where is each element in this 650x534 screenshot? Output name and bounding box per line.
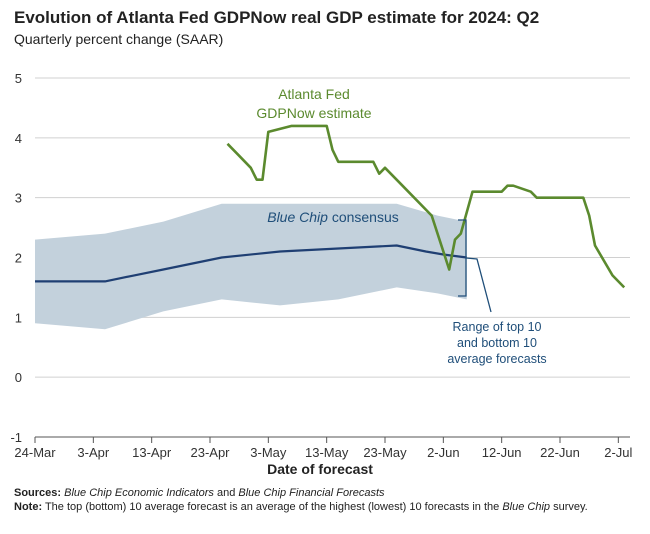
note-text-1: The top (bottom) 10 average forecast is …: [42, 501, 503, 513]
x-tick-label: 13-Apr: [132, 445, 172, 460]
chart-subtitle: Quarterly percent change (SAAR): [14, 31, 224, 47]
y-tick-label: 5: [15, 71, 22, 86]
sources-publication-2: Blue Chip Financial Forecasts: [238, 487, 385, 499]
x-axis-label: Date of forecast: [267, 461, 373, 477]
sources-and: and: [213, 487, 239, 499]
x-tick-label: 24-Mar: [14, 445, 56, 460]
range-band-layer: [35, 203, 467, 330]
x-tick-label: 12-Jun: [482, 445, 522, 460]
note-line: Note: The top (bottom) 10 average foreca…: [14, 500, 634, 514]
sources-publication-1: Blue Chip Economic Indicators: [64, 487, 214, 499]
y-tick-label: 0: [15, 370, 22, 385]
range-annotation-line1: Range of top 10: [453, 320, 542, 334]
axes: [34, 436, 630, 443]
range-annotation-line3: average forecasts: [447, 352, 546, 366]
sources-line: Sources: Blue Chip Economic Indicators a…: [14, 486, 634, 500]
bluechip-annotation: Blue Chip consensus: [267, 209, 399, 225]
tick-labels: 5 4 3 2 1 0 -124-Mar 3-Apr 13-Apr 23-Apr 3-May 13-M…: [10, 71, 632, 460]
gdp-estimate-chart: 5 4 3 2 1 0 -124-Mar 3-Apr 13-Apr 23-Apr 3-May 13-M…: [10, 71, 632, 477]
x-tick-label: 23-Apr: [190, 445, 230, 460]
x-tick-label: 23-May: [363, 445, 407, 460]
note-text-3: survey.: [550, 501, 588, 513]
x-tick-label: 2-Jul: [604, 445, 632, 460]
bluechip-annotation-rest: consensus: [328, 209, 399, 225]
x-tick-label: 13-May: [305, 445, 349, 460]
y-tick-label: -1: [10, 430, 22, 445]
y-tick-label: 1: [15, 310, 22, 325]
x-tick-label: 3-May: [250, 445, 287, 460]
series-lines: [35, 124, 626, 289]
range-leader-line: [465, 257, 492, 313]
range-annotation-line2: and bottom 10: [457, 336, 537, 350]
gdpnow-annotation-line1: Atlanta Fed: [278, 86, 350, 102]
gdpnow-line: [226, 124, 626, 289]
bluechip-annotation-italic: Blue Chip: [267, 209, 328, 225]
sources-label: Sources:: [14, 487, 62, 499]
chart-title: Evolution of Atlanta Fed GDPNow real GDP…: [14, 8, 540, 27]
y-tick-label: 3: [15, 191, 22, 206]
note-label: Note:: [14, 501, 43, 513]
y-tick-label: 2: [15, 251, 22, 266]
note-text-italic: Blue Chip: [502, 501, 551, 513]
x-tick-label: 3-Apr: [77, 445, 109, 460]
x-tick-label: 2-Jun: [427, 445, 460, 460]
x-tick-label: 22-Jun: [540, 445, 580, 460]
gdpnow-annotation-line2: GDPNow estimate: [256, 105, 371, 121]
y-tick-label: 4: [15, 131, 22, 146]
range-band: [35, 203, 467, 330]
bluechip-consensus-line: [35, 244, 467, 283]
footnotes: Sources: Blue Chip Economic Indicators a…: [14, 486, 634, 514]
annotations: Atlanta Fed GDPNow estimate Blue Chip co…: [256, 86, 546, 366]
